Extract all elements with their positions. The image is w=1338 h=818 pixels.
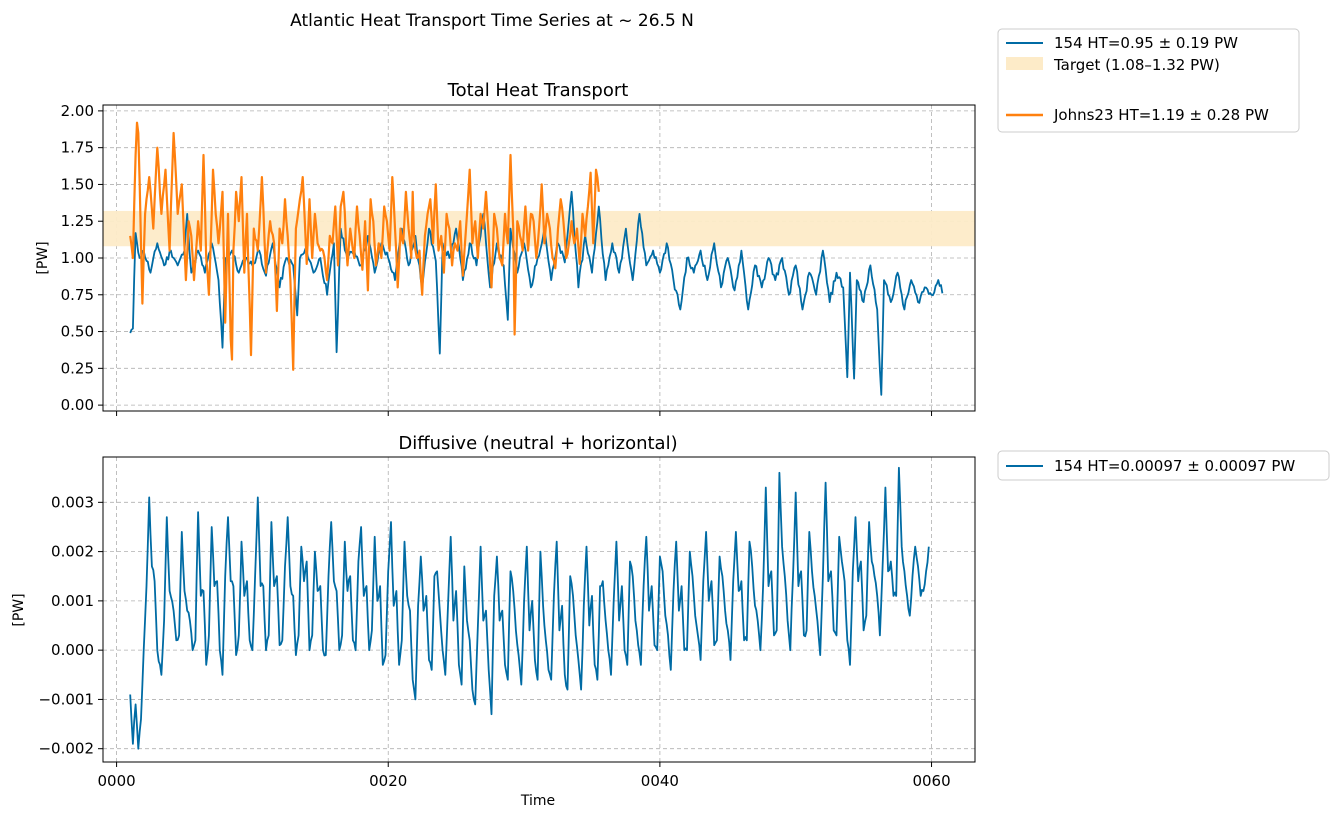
legend-frame-top — [997, 28, 1300, 133]
y-tick-label: 0.75 — [61, 286, 94, 304]
legend-label-154: 154 HT=0.95 ± 0.19 PW — [1054, 34, 1238, 52]
y-tick-label: 0.002 — [51, 543, 94, 561]
series-line-154-diffusive — [129, 466, 930, 750]
y-tick-label: 1.75 — [61, 139, 94, 157]
panel-diffusive: Diffusive (neutral + horizontal) −0.002−… — [11, 433, 976, 809]
y-axis-label-top: [PW] — [35, 241, 51, 274]
series-line-154-total — [129, 190, 944, 396]
legend-label-154-diffusive: 154 HT=0.00097 ± 0.00097 PW — [1054, 457, 1295, 475]
y-tick-label: 0.50 — [61, 323, 94, 341]
x-ticks-bottom: 0000 0020 0040 0060 — [97, 762, 951, 790]
y-tick-label: 0.001 — [51, 592, 94, 610]
y-ticks-bottom: −0.002 −0.001 0.000 0.001 0.002 0.003 — [38, 493, 103, 758]
y-tick-label: 1.00 — [61, 249, 94, 267]
y-tick-label: 0.003 — [51, 493, 94, 511]
axes-frame-bottom — [102, 456, 976, 763]
legend-label-target: Target (1.08–1.32 PW) — [1053, 56, 1220, 74]
y-tick-label: 1.50 — [61, 175, 94, 193]
x-tick-label: 0060 — [912, 772, 950, 790]
y-tick-label: −0.001 — [38, 690, 94, 708]
series-line-johns23 — [129, 121, 600, 371]
figure-suptitle: Atlantic Heat Transport Time Series at ~… — [290, 11, 694, 31]
y-ticks-top: 0.00 0.25 0.50 0.75 1.00 1.25 1.50 1.75 2.00 — [61, 102, 103, 414]
legend-top: 154 HT=0.95 ± 0.19 PW Target (1.08–1.32 … — [997, 28, 1300, 133]
legend-label-johns23: Johns23 HT=1.19 ± 0.28 PW — [1053, 106, 1269, 124]
y-tick-label: 1.25 — [61, 212, 94, 230]
x-tick-label: 0020 — [369, 772, 407, 790]
panel-title-total: Total Heat Transport — [447, 80, 629, 101]
x-axis-label-bottom: Time — [520, 793, 555, 809]
y-axis-label-bottom: [PW] — [11, 593, 27, 626]
x-tick-label: 0000 — [97, 772, 135, 790]
panel-title-diffusive: Diffusive (neutral + horizontal) — [398, 433, 677, 454]
y-tick-label: −0.002 — [38, 740, 94, 758]
legend-frame-bottom — [997, 450, 1330, 481]
x-tick-label: 0040 — [641, 772, 679, 790]
y-tick-label: 0.000 — [51, 641, 94, 659]
y-tick-label: 2.00 — [61, 102, 94, 120]
y-tick-label: 0.00 — [61, 396, 94, 414]
legend-swatch-target — [1006, 57, 1043, 70]
y-tick-label: 0.25 — [61, 359, 94, 377]
x-ticks-top — [116, 411, 933, 416]
legend-bottom: 154 HT=0.00097 ± 0.00097 PW — [997, 450, 1330, 481]
panel-total-heat-transport: Total Heat Transport 0.00 0.25 0.50 0.75 1.0… — [35, 80, 976, 416]
